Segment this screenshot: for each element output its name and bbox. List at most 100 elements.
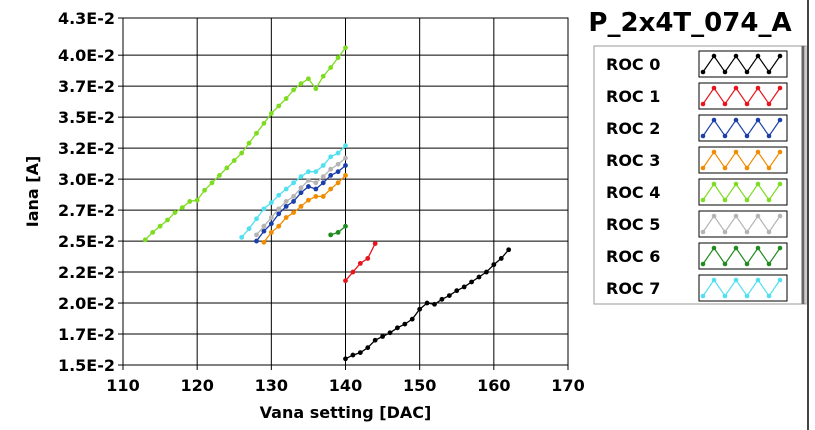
data-point xyxy=(306,177,311,183)
data-point xyxy=(239,150,245,156)
data-point xyxy=(261,223,267,229)
data-point xyxy=(187,199,193,204)
data-point xyxy=(306,76,311,82)
data-point xyxy=(276,103,282,109)
x-tick-label: 130 xyxy=(255,376,288,395)
legend-item: ROC 4 xyxy=(606,178,788,206)
legend-swatch-marker xyxy=(766,197,772,203)
data-point xyxy=(150,229,156,235)
data-point xyxy=(484,269,489,275)
data-point xyxy=(291,87,296,93)
legend: ROC 0 ROC 1 ROC 2 ROC 3 ROC 4 ROC 5 ROC 6 ROC 7 xyxy=(593,0,809,430)
legend-swatch-marker xyxy=(777,245,783,251)
y-tick-label: 2.5E-2 xyxy=(58,232,115,251)
data-point xyxy=(446,293,452,298)
legend-swatch-marker xyxy=(766,229,772,235)
legend-swatch-line xyxy=(702,214,781,234)
legend-swatch-marker xyxy=(755,53,761,59)
data-point xyxy=(476,274,482,280)
data-point xyxy=(454,288,460,294)
legend-swatch-marker xyxy=(722,261,728,267)
legend-swatch-marker xyxy=(722,293,728,299)
series-roc-6 xyxy=(328,223,348,238)
legend-swatch-marker xyxy=(766,69,772,75)
data-point xyxy=(254,216,259,222)
data-point xyxy=(261,239,267,245)
data-point xyxy=(276,206,282,212)
series-layer xyxy=(142,45,512,362)
legend-swatch-marker xyxy=(733,181,739,187)
data-point xyxy=(335,180,341,186)
data-point xyxy=(298,190,304,196)
data-point xyxy=(335,169,341,175)
data-point xyxy=(343,163,348,168)
y-tick-label: 3.7E-2 xyxy=(58,77,115,96)
data-point xyxy=(350,269,356,275)
plot-grid xyxy=(122,17,569,366)
legend-swatch-marker xyxy=(777,85,783,91)
legend-swatch-marker xyxy=(733,53,739,59)
data-point xyxy=(194,197,200,203)
data-point xyxy=(313,86,319,92)
data-point xyxy=(142,237,148,243)
data-point xyxy=(328,65,334,70)
legend-swatch-marker xyxy=(711,213,717,219)
legend-swatch-box xyxy=(698,146,788,174)
data-point xyxy=(217,172,222,178)
data-point xyxy=(276,192,282,198)
data-point xyxy=(402,321,408,327)
legend-swatch-marker xyxy=(722,101,728,107)
y-tick-label: 3.5E-2 xyxy=(58,108,115,127)
legend-swatch-marker xyxy=(733,117,739,123)
data-point xyxy=(209,180,215,186)
legend-item: ROC 2 xyxy=(606,114,788,142)
y-tick-label: 3.2E-2 xyxy=(58,139,115,158)
data-point xyxy=(261,228,267,234)
data-point xyxy=(365,345,371,351)
legend-swatch-marker xyxy=(700,165,706,171)
data-point xyxy=(268,111,274,116)
legend-swatch-marker xyxy=(700,261,706,267)
legend-swatch-line xyxy=(702,246,781,266)
legend-swatch-marker xyxy=(711,245,717,251)
series-line xyxy=(144,47,347,241)
data-point xyxy=(298,185,304,191)
legend-swatch-marker xyxy=(766,293,772,299)
legend-swatch-line xyxy=(702,118,781,138)
data-point xyxy=(328,154,334,160)
legend-swatch-marker xyxy=(744,101,750,107)
y-axis-title: Iana [A] xyxy=(23,156,42,228)
legend-item: ROC 0 xyxy=(606,50,788,78)
data-point xyxy=(291,199,296,204)
series-line xyxy=(241,145,346,238)
legend-label: ROC 0 xyxy=(606,55,660,74)
data-point xyxy=(357,350,363,356)
data-point xyxy=(268,215,274,220)
data-point xyxy=(268,200,274,206)
legend-swatch-marker xyxy=(733,213,739,219)
x-axis-title: Vana setting [DAC] xyxy=(260,403,432,422)
data-point xyxy=(276,211,282,217)
data-point xyxy=(343,172,348,178)
legend-swatch-marker xyxy=(755,85,761,91)
data-point xyxy=(343,278,348,284)
legend-swatch-marker xyxy=(766,101,772,107)
data-point xyxy=(313,180,319,186)
legend-swatch-marker xyxy=(777,181,783,187)
data-point xyxy=(313,186,319,192)
data-point xyxy=(291,180,296,186)
legend-swatch-marker xyxy=(755,213,761,219)
y-tick-label: 4.3E-2 xyxy=(58,9,115,28)
legend-label: ROC 6 xyxy=(606,247,660,266)
data-point xyxy=(298,81,304,87)
y-tick-label: 2.2E-2 xyxy=(58,263,115,282)
legend-swatch-marker xyxy=(700,101,706,107)
data-point xyxy=(306,197,311,203)
legend-swatch-marker xyxy=(777,117,783,123)
data-point xyxy=(417,306,423,312)
series-roc-1 xyxy=(343,241,378,284)
data-point xyxy=(306,169,311,175)
data-point xyxy=(283,215,289,220)
y-tick-label: 1.7E-2 xyxy=(58,325,115,344)
